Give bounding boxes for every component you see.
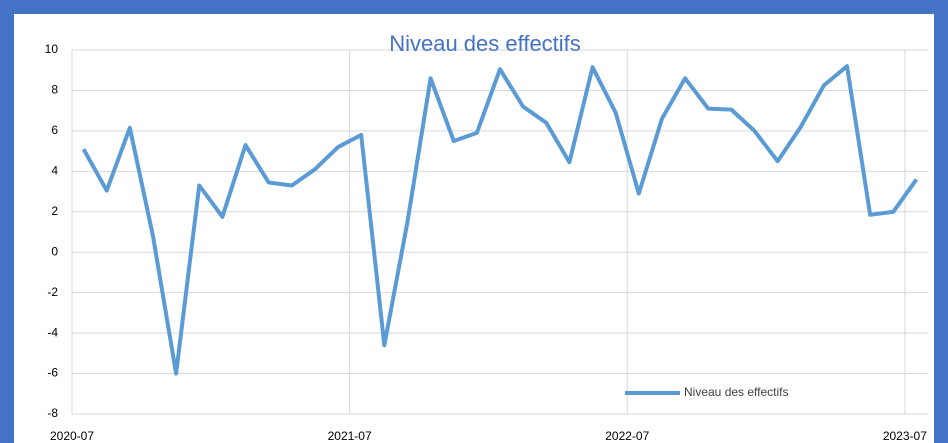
y-tick-label: 6 — [51, 123, 58, 137]
chart-area — [14, 14, 934, 443]
grid — [71, 49, 928, 415]
plot — [81, 64, 919, 376]
x-tick-label: 2022-07 — [605, 429, 649, 443]
y-tick-label: -8 — [47, 406, 58, 420]
y-tick-label: -2 — [47, 285, 58, 299]
legend-label: Niveau des effectifs — [684, 385, 789, 399]
y-tick-label: 8 — [51, 83, 58, 97]
y-tick-label: 2 — [51, 204, 58, 218]
y-tick-label: -6 — [47, 366, 58, 380]
chart-title: Niveau des effectifs — [389, 31, 581, 56]
x-tick-label: 2023-07 — [883, 429, 927, 443]
data-line — [81, 64, 919, 376]
y-tick-label: 10 — [45, 42, 59, 56]
y-tick-label: -4 — [47, 325, 58, 339]
y-tick-label: 0 — [51, 244, 58, 258]
x-tick-label: 2020-07 — [50, 429, 94, 443]
y-tick-label: 4 — [51, 164, 58, 178]
x-tick-label: 2021-07 — [328, 429, 372, 443]
